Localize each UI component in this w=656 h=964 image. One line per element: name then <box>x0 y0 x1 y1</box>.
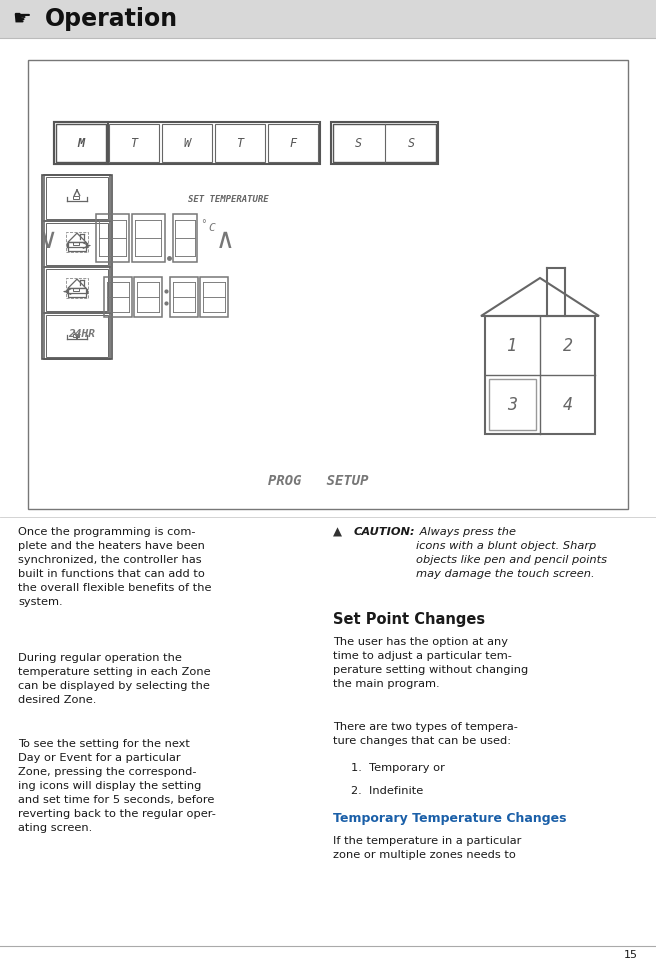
Bar <box>66 232 87 253</box>
Text: During regular operation the
temperature setting in each Zone
can be displayed b: During regular operation the temperature… <box>18 653 211 705</box>
Text: ▲: ▲ <box>333 525 342 539</box>
Bar <box>54 122 108 164</box>
Text: ∧: ∧ <box>217 227 234 254</box>
Bar <box>170 277 198 317</box>
Text: Once the programming is com-
plete and the heaters have been
synchronized, the c: Once the programming is com- plete and t… <box>18 527 211 607</box>
Bar <box>44 267 110 312</box>
Bar <box>66 278 87 299</box>
Bar <box>44 313 110 359</box>
Bar <box>489 379 536 430</box>
Text: There are two types of tempera-
ture changes that can be used:: There are two types of tempera- ture cha… <box>333 722 518 746</box>
Text: 1: 1 <box>508 336 518 355</box>
Bar <box>331 122 438 164</box>
Text: °: ° <box>201 220 205 229</box>
Bar <box>42 175 112 359</box>
Bar <box>68 243 87 251</box>
Bar <box>46 177 108 219</box>
Text: 2: 2 <box>562 336 573 355</box>
Bar <box>44 221 110 267</box>
Bar <box>134 277 162 317</box>
Bar <box>485 316 595 434</box>
Bar <box>46 223 108 265</box>
Text: S: S <box>407 137 415 149</box>
Text: C: C <box>208 224 215 233</box>
Text: SET TEMPERATURE: SET TEMPERATURE <box>188 195 269 203</box>
Text: M: M <box>77 137 85 149</box>
Text: ∨: ∨ <box>39 227 56 254</box>
Bar <box>0 0 656 38</box>
Bar <box>46 269 108 311</box>
Bar <box>28 60 628 509</box>
Text: To see the setting for the next
Day or Event for a particular
Zone, pressing the: To see the setting for the next Day or E… <box>18 739 216 833</box>
Text: CAUTION:: CAUTION: <box>354 527 415 537</box>
Text: Set Point Changes: Set Point Changes <box>333 612 485 628</box>
Text: 1.  Temporary or: 1. Temporary or <box>351 763 445 773</box>
Text: F: F <box>289 137 297 149</box>
Bar <box>200 277 228 317</box>
Bar <box>44 175 110 221</box>
Bar <box>162 124 212 162</box>
Text: Temporary Temperature Changes: Temporary Temperature Changes <box>333 813 567 825</box>
Bar <box>73 196 79 199</box>
Text: ☛: ☛ <box>12 9 31 29</box>
Bar <box>54 122 320 164</box>
Text: The user has the option at any
time to adjust a particular tem-
perature setting: The user has the option at any time to a… <box>333 637 528 689</box>
Bar <box>173 214 197 262</box>
Text: Always press the
icons with a blunt object. Sharp
objects like pen and pencil po: Always press the icons with a blunt obje… <box>416 527 607 579</box>
Text: 24HR: 24HR <box>68 329 95 339</box>
Bar <box>109 124 159 162</box>
Bar <box>104 277 132 317</box>
Bar <box>73 334 79 336</box>
Bar <box>131 214 165 262</box>
Text: PROG   SETUP: PROG SETUP <box>268 474 368 488</box>
Text: W: W <box>184 137 190 149</box>
Bar <box>96 214 129 262</box>
Text: Operation: Operation <box>45 7 178 31</box>
Bar <box>56 124 106 162</box>
Bar <box>73 287 79 290</box>
Text: T: T <box>131 137 138 149</box>
Text: S: S <box>354 137 361 149</box>
Text: 4: 4 <box>562 395 573 414</box>
Text: T: T <box>236 137 243 149</box>
Bar <box>215 124 265 162</box>
Bar <box>68 288 87 297</box>
Text: 3: 3 <box>508 395 518 414</box>
Text: 2.  Indefinite: 2. Indefinite <box>351 786 423 795</box>
Bar <box>73 242 79 245</box>
Bar <box>333 124 436 162</box>
Text: If the temperature in a particular
zone or multiple zones needs to: If the temperature in a particular zone … <box>333 836 522 860</box>
Bar <box>46 315 108 357</box>
Bar <box>268 124 318 162</box>
Text: 15: 15 <box>624 950 638 960</box>
